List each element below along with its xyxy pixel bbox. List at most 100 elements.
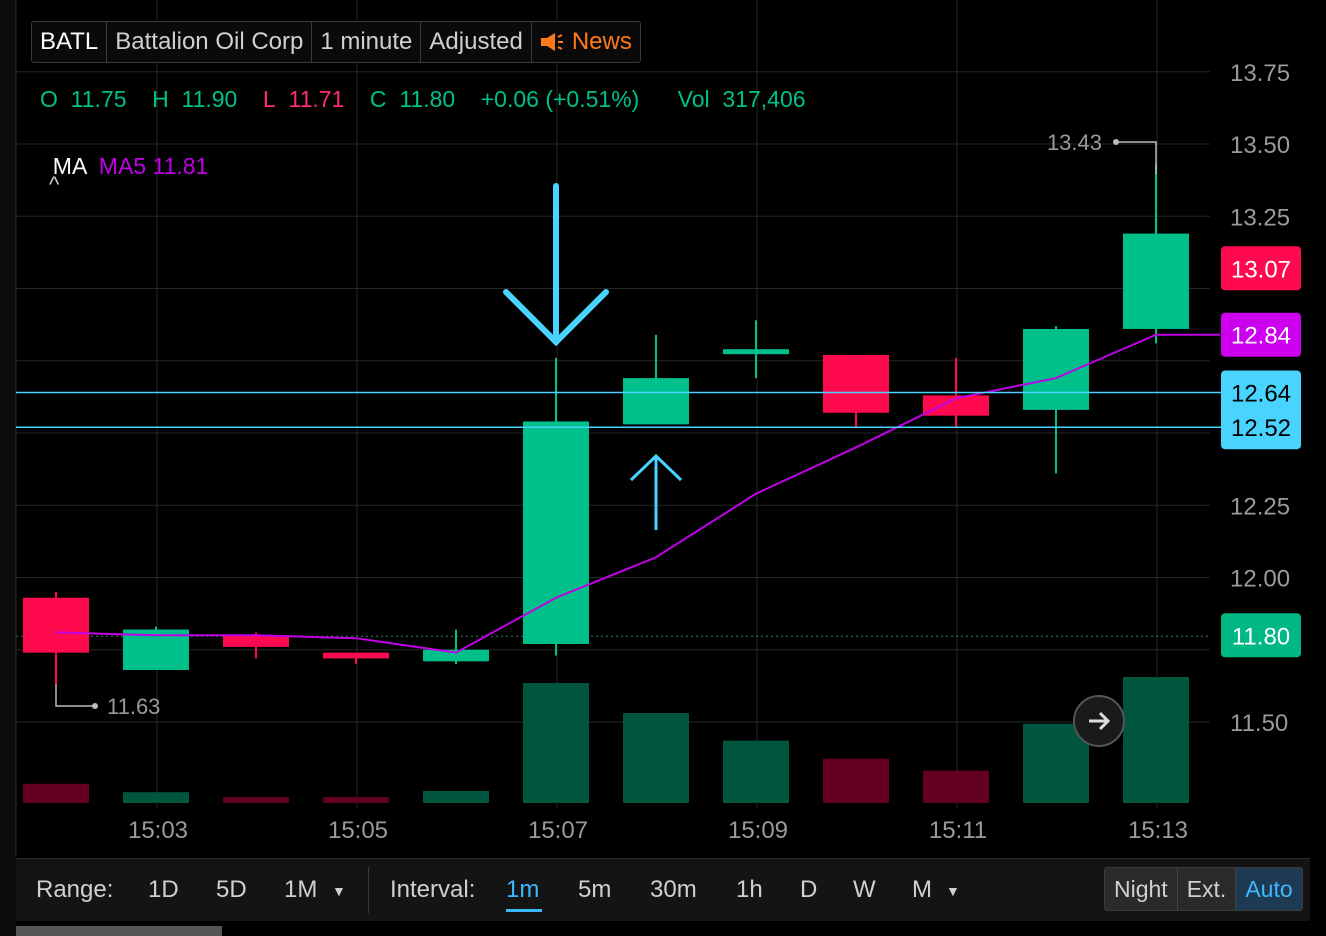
open-label: O bbox=[40, 86, 58, 112]
interval-5m[interactable]: 5m bbox=[578, 876, 612, 903]
price-tag-box bbox=[1221, 312, 1301, 357]
company-name: Battalion Oil Corp bbox=[107, 22, 313, 62]
x-tick-label: 15:07 bbox=[528, 817, 588, 844]
x-tick-label: 15:13 bbox=[1128, 817, 1188, 844]
candle-body bbox=[323, 652, 389, 659]
candle-body bbox=[723, 349, 789, 355]
price-tag-value: 12.52 bbox=[1231, 415, 1291, 442]
y-tick-label: 13.75 bbox=[1230, 60, 1290, 87]
interval-selector[interactable]: 1 minute bbox=[312, 22, 422, 62]
news-button[interactable]: News bbox=[532, 22, 640, 62]
low-marker-line bbox=[55, 684, 95, 707]
interval-1m[interactable]: 1m bbox=[506, 876, 540, 903]
x-tick-label: 15:05 bbox=[328, 817, 388, 844]
ma-legend[interactable]: MA MA5 11.81 bbox=[40, 126, 209, 180]
interval-d[interactable]: D bbox=[800, 876, 818, 903]
y-tick-label: 11.50 bbox=[1230, 710, 1288, 737]
price-tag-value: 11.80 bbox=[1232, 623, 1290, 650]
footer-toolbar: Range: 1D 5D 1M ▼ Interval: 1m 5m 30m 1h… bbox=[16, 858, 1310, 921]
high-label: 13.43 bbox=[1047, 130, 1102, 155]
symbol[interactable]: BATL bbox=[32, 22, 108, 62]
selected-interval-underline bbox=[506, 909, 542, 912]
ma-label: MA bbox=[52, 153, 87, 179]
close-label: C bbox=[369, 86, 387, 112]
session-toggle[interactable]: Night Ext. Auto bbox=[1104, 867, 1303, 911]
volume-bar bbox=[923, 770, 989, 803]
price-tag-box bbox=[1221, 405, 1301, 450]
high-value: 11.90 bbox=[181, 86, 238, 112]
up-arrow-head bbox=[629, 453, 683, 482]
interval-dropdown-icon[interactable]: ▼ bbox=[946, 883, 960, 899]
session-ext[interactable]: Ext. bbox=[1177, 868, 1237, 910]
ma-name: MA5 bbox=[98, 153, 147, 179]
price-tag-value: 12.64 bbox=[1231, 381, 1291, 408]
price-tag-value: 12.84 bbox=[1231, 323, 1291, 350]
price-tag-value: 13.07 bbox=[1231, 256, 1291, 283]
megaphone-icon bbox=[540, 33, 563, 51]
volume-bar bbox=[1123, 677, 1189, 803]
high-marker-dot bbox=[1113, 139, 1119, 145]
ohlc-row: O 11.75 H 11.90 L 11.71 C 11.80 +0.06 (+… bbox=[40, 86, 806, 113]
volume-bar bbox=[123, 792, 189, 803]
interval-m[interactable]: M bbox=[912, 876, 932, 903]
scroll-right-button[interactable] bbox=[1073, 695, 1125, 747]
collapse-caret-icon[interactable]: ^ bbox=[49, 172, 60, 197]
footer-divider bbox=[368, 867, 369, 913]
horizontal-scrollbar[interactable] bbox=[16, 926, 222, 936]
range-1d[interactable]: 1D bbox=[148, 876, 179, 903]
news-label: News bbox=[571, 28, 632, 55]
candle-body bbox=[923, 395, 989, 416]
range-dropdown-icon[interactable]: ▼ bbox=[332, 883, 346, 899]
ma5-line bbox=[55, 333, 1220, 654]
high-label: H bbox=[152, 86, 169, 112]
interval-w[interactable]: W bbox=[853, 876, 876, 903]
volume-bar bbox=[723, 740, 789, 803]
volume-bar bbox=[23, 783, 89, 803]
x-tick-label: 15:11 bbox=[929, 817, 987, 844]
left-edge bbox=[0, 0, 16, 936]
price-tag-box bbox=[1221, 613, 1301, 658]
symbol-header[interactable]: BATL Battalion Oil Corp 1 minute Adjuste… bbox=[31, 21, 641, 63]
range-5d[interactable]: 5D bbox=[216, 876, 247, 903]
x-tick-label: 15:03 bbox=[128, 817, 188, 844]
session-night[interactable]: Night bbox=[1105, 868, 1178, 910]
session-auto[interactable]: Auto bbox=[1236, 868, 1302, 910]
volume-bar bbox=[423, 791, 489, 803]
low-label: L bbox=[262, 86, 276, 112]
volume-bar bbox=[623, 713, 689, 803]
y-tick-label: 12.25 bbox=[1230, 493, 1290, 520]
ma-value: 11.81 bbox=[152, 153, 209, 179]
volume-bar bbox=[823, 758, 889, 803]
interval-label: Interval: bbox=[390, 876, 476, 903]
arrow-right-icon bbox=[1089, 711, 1111, 731]
down-arrow-head bbox=[503, 289, 609, 347]
high-marker-line bbox=[1116, 141, 1157, 175]
adjustment-selector[interactable]: Adjusted bbox=[421, 22, 532, 62]
candle-body bbox=[223, 635, 289, 647]
range-1m[interactable]: 1M bbox=[284, 876, 318, 903]
low-label: 11.63 bbox=[107, 694, 160, 719]
candle-body bbox=[1123, 233, 1189, 329]
price-tag-box bbox=[1221, 246, 1301, 291]
candle-body bbox=[1023, 328, 1089, 410]
volume-bar bbox=[223, 797, 289, 803]
y-tick-label: 12.00 bbox=[1230, 566, 1290, 593]
candle-body bbox=[623, 378, 689, 425]
open-value: 11.75 bbox=[70, 86, 127, 112]
candle-body bbox=[823, 354, 889, 413]
candle-body bbox=[523, 421, 589, 644]
volume-value: 317,406 bbox=[722, 86, 806, 112]
y-tick-label: 13.25 bbox=[1230, 204, 1290, 231]
candle-body bbox=[423, 649, 489, 662]
interval-30m[interactable]: 30m bbox=[650, 876, 697, 903]
volume-label: Vol bbox=[677, 86, 710, 112]
low-marker-dot bbox=[92, 703, 98, 709]
range-label: Range: bbox=[36, 876, 114, 903]
price-tag-box bbox=[1221, 370, 1301, 415]
low-value: 11.71 bbox=[288, 86, 345, 112]
change-value: +0.06 (+0.51%) bbox=[480, 86, 640, 112]
volume-bar bbox=[323, 797, 389, 803]
interval-1h[interactable]: 1h bbox=[736, 876, 763, 903]
candle-body bbox=[23, 597, 89, 653]
